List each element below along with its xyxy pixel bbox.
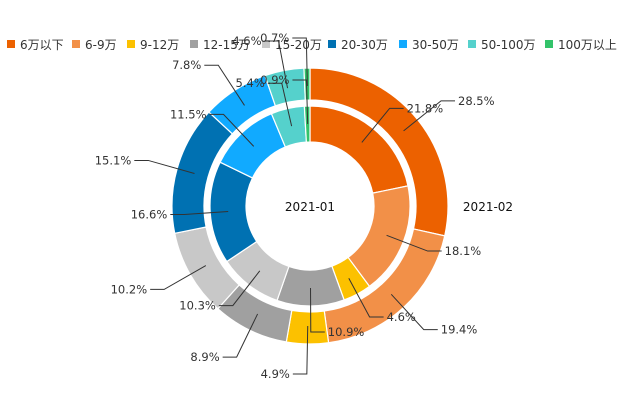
outer-label-3: 8.9% [190, 350, 219, 364]
outer-label-7: 4.6% [232, 34, 261, 48]
outer-label-5: 15.1% [95, 153, 132, 167]
legend-swatch [72, 40, 80, 48]
outer-label-2: 4.9% [261, 367, 290, 381]
legend-item-3[interactable]: 12-15万 [190, 35, 250, 53]
slices-group [171, 67, 449, 345]
legend-swatch [328, 40, 336, 48]
inner-ring-name: 2021-01 [285, 200, 335, 214]
inner-label-1: 18.1% [445, 244, 482, 258]
outer-leader-1 [390, 293, 438, 331]
inner-label-2: 4.6% [387, 310, 416, 324]
legend-label: 12-15万 [203, 37, 250, 52]
legend-item-0[interactable]: 6万以下 [7, 35, 64, 53]
leader-lines-group [134, 37, 456, 375]
inner-label-4: 10.3% [179, 299, 216, 313]
outer-leader-8 [292, 37, 308, 87]
legend-label: 30-50万 [412, 37, 459, 52]
outer-label-6: 7.8% [172, 58, 201, 72]
legend-label: 6-9万 [85, 37, 117, 52]
legend-label: 15-20万 [275, 37, 322, 52]
inner-slice-8[interactable] [303, 105, 311, 143]
inner-leader-1 [386, 234, 442, 252]
inner-leader-3 [310, 287, 325, 333]
inner-leader-6 [209, 113, 255, 147]
inner-leader-2 [348, 278, 384, 318]
legend-label: 9-12万 [140, 37, 180, 52]
inner-leader-7 [267, 82, 293, 127]
legend-item-2[interactable]: 9-12万 [127, 35, 179, 53]
legend-label: 50-100万 [481, 37, 536, 52]
inner-label-5: 16.6% [131, 207, 168, 221]
inner-label-8: 0.9% [260, 73, 289, 87]
legend-item-7[interactable]: 50-100万 [468, 35, 536, 53]
outer-leader-4 [150, 265, 207, 290]
outer-ring-name: 2021-02 [463, 200, 513, 214]
inner-label-6: 11.5% [170, 107, 207, 121]
inner-label-7: 5.4% [236, 76, 265, 90]
inner-leader-0 [361, 107, 404, 143]
outer-label-8: 0.7% [260, 31, 289, 45]
inner-leader-5 [170, 211, 229, 215]
outer-leader-3 [222, 313, 259, 358]
legend-label: 20-30万 [341, 37, 388, 52]
legend-item-6[interactable]: 30-50万 [399, 35, 459, 53]
inner-label-0: 21.8% [407, 101, 444, 115]
legend-swatch [545, 40, 553, 48]
outer-label-4: 10.2% [111, 282, 148, 296]
outer-label-1: 19.4% [441, 323, 478, 337]
inner-leader-4 [218, 270, 261, 307]
outer-leader-2 [292, 325, 309, 375]
legend-swatch [127, 40, 135, 48]
outer-leader-6 [204, 64, 245, 106]
data-labels-group: 21.8%18.1%4.6%10.9%10.3%16.6%11.5%5.4%0.… [95, 31, 495, 381]
legend-label: 6万以下 [20, 37, 64, 52]
chart-legend: 6万以下 6-9万 9-12万 12-15万 15-20万 20-30万 30-50万 50-… [0, 35, 620, 53]
inner-leader-8 [292, 79, 309, 125]
legend-swatch [468, 40, 476, 48]
legend-swatch [399, 40, 407, 48]
legend-label: 100万以上 [558, 37, 617, 52]
legend-item-5[interactable]: 20-30万 [328, 35, 388, 53]
legend-item-1[interactable]: 6-9万 [72, 35, 117, 53]
legend-swatch [262, 40, 270, 48]
inner-label-3: 10.9% [328, 325, 365, 339]
ring-names-group: 2021-01 2021-02 [285, 200, 513, 214]
legend-item-4[interactable]: 15-20万 [262, 35, 322, 53]
outer-label-0: 28.5% [458, 94, 495, 108]
legend-swatch [7, 40, 15, 48]
legend-swatch [190, 40, 198, 48]
outer-leader-7 [264, 40, 289, 89]
outer-leader-0 [403, 100, 456, 132]
legend-item-8[interactable]: 100万以上 [545, 35, 617, 53]
outer-leader-5 [134, 159, 195, 174]
